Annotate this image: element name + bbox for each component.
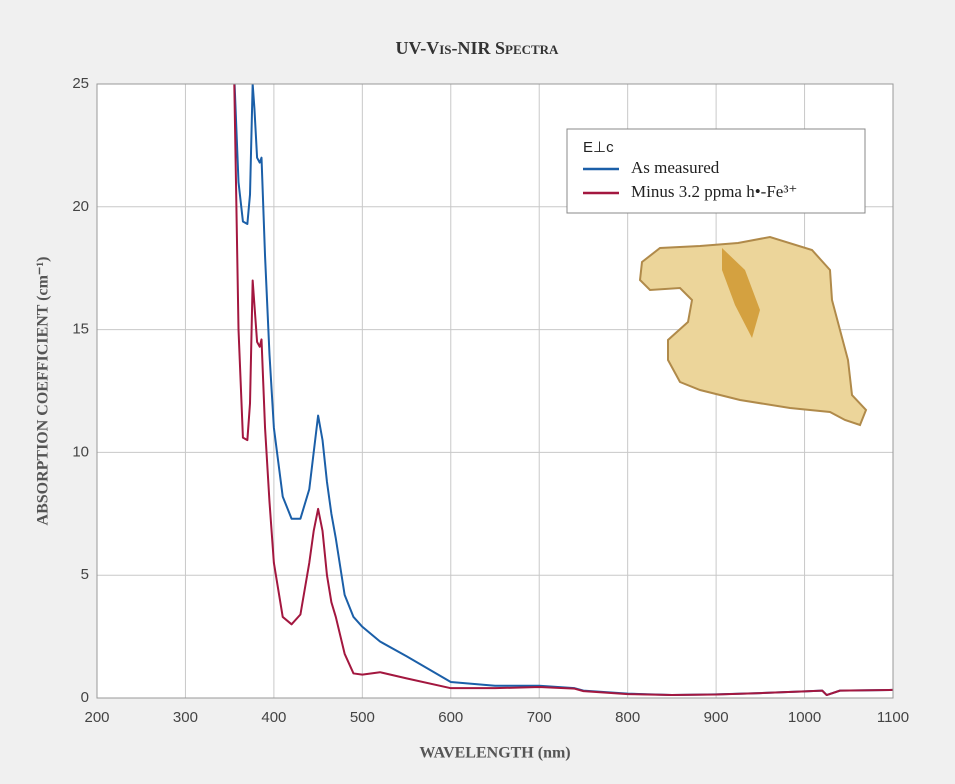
x-tick-label: 500 xyxy=(350,709,375,726)
y-tick-label: 0 xyxy=(81,689,89,706)
x-tick-label: 600 xyxy=(438,709,463,726)
lines xyxy=(233,84,893,697)
x-tick-label: 300 xyxy=(173,709,198,726)
y-axis-label: ABSORPTION COEFFICIENT (cm⁻¹) xyxy=(35,257,52,526)
y-tick-label: 25 xyxy=(72,75,89,92)
legend-title: E⊥c xyxy=(583,139,614,156)
legend-label: Minus 3.2 ppma h•-Fe³⁺ xyxy=(631,182,797,201)
x-tick-label: 800 xyxy=(615,709,640,726)
legend-box xyxy=(566,128,866,214)
y-tick-label: 10 xyxy=(72,443,89,460)
series-line xyxy=(233,84,893,697)
chart-title: UV-Vis-NIR Spectra xyxy=(396,38,560,58)
legend: E⊥c As measured Minus 3.2 ppma h•-Fe³⁺ xyxy=(566,128,866,214)
y-tick-label: 20 xyxy=(72,198,89,215)
x-tick-label: 1100 xyxy=(877,709,909,726)
x-tick-label: 200 xyxy=(84,709,109,726)
x-tick-label: 400 xyxy=(261,709,286,726)
crystal-inclusion xyxy=(722,248,760,338)
x-tick-label: 1000 xyxy=(788,709,821,726)
x-tick-label: 700 xyxy=(527,709,552,726)
y-tick-label: 15 xyxy=(72,321,89,338)
x-tick-label: 900 xyxy=(704,709,729,726)
legend-label: As measured xyxy=(631,158,720,177)
plot-border xyxy=(96,83,894,699)
x-axis-label: WAVELENGTH (nm) xyxy=(419,745,570,762)
y-tick-label: 5 xyxy=(81,566,89,583)
